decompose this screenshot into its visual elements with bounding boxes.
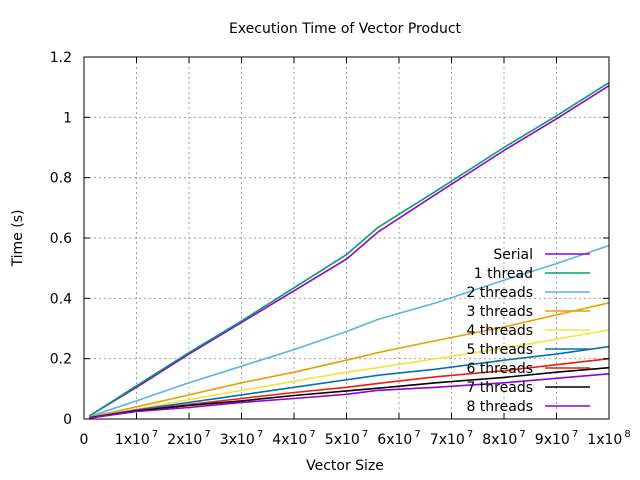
x-tick-label: 1x10 8 — [587, 429, 630, 448]
series-line-0 — [88, 85, 610, 417]
x-tick-label-base: 8x10 — [482, 432, 517, 448]
x-axis-label: Vector Size — [306, 458, 384, 474]
y-tick-label: 1 — [63, 110, 72, 126]
x-tick-label: 1x10 7 — [115, 429, 158, 448]
x-tick-label-base: 0 — [80, 432, 89, 448]
x-tick-label: 2x10 7 — [167, 429, 210, 448]
x-tick-label-exponent: 7 — [572, 429, 578, 440]
x-tick-label-exponent: 7 — [309, 429, 315, 440]
legend-label-5: 5 threads — [466, 342, 533, 358]
y-tick-label: 1.2 — [50, 50, 72, 66]
series-line-8 — [89, 373, 610, 419]
series-line-7 — [89, 366, 610, 419]
x-tick-label-base: 6x10 — [377, 432, 412, 448]
legend-label-7: 7 threads — [466, 380, 533, 396]
x-tick-label-exponent: 7 — [204, 429, 210, 440]
series-line-4 — [89, 329, 610, 419]
y-tick-label: 0.8 — [50, 171, 72, 187]
y-tick-label: 0.2 — [50, 352, 72, 368]
series-line-3 — [89, 302, 610, 418]
legend: Serial 1 thread 2 threads 3 threads 4 thread… — [466, 247, 590, 415]
x-tick-label: 9x10 7 — [535, 429, 578, 448]
legend-label-2: 2 threads — [466, 285, 533, 301]
x-tick-label-exponent: 8 — [624, 429, 630, 440]
legend-label-3: 3 threads — [466, 304, 533, 320]
x-tick-label: 0 — [80, 432, 89, 448]
legend-label-0: Serial — [493, 247, 533, 263]
x-tick-label-base: 9x10 — [535, 432, 570, 448]
x-tick-label-exponent: 7 — [257, 429, 263, 440]
series-lines — [88, 81, 610, 419]
ticks — [83, 56, 610, 420]
x-tick-label-base: 3x10 — [220, 432, 255, 448]
series-line-2 — [89, 244, 610, 418]
grid — [84, 57, 609, 419]
x-tick-label-base: 7x10 — [430, 432, 465, 448]
x-tick-label-exponent: 7 — [362, 429, 368, 440]
legend-label-8: 8 threads — [466, 399, 533, 415]
series-line-5 — [89, 345, 610, 419]
chart-title: Execution Time of Vector Product — [229, 21, 462, 37]
x-tick-label-exponent: 7 — [152, 429, 158, 440]
x-tick-label: 6x10 7 — [377, 429, 420, 448]
x-tick-label: 3x10 7 — [220, 429, 263, 448]
legend-label-6: 6 threads — [466, 361, 533, 377]
y-axis-label: Time (s) — [10, 210, 26, 268]
x-tick-label-base: 2x10 — [167, 432, 202, 448]
x-tick-label: 7x10 7 — [430, 429, 473, 448]
y-tick-label: 0.6 — [50, 231, 72, 247]
x-tick-label-base: 5x10 — [325, 432, 360, 448]
legend-label-4: 4 threads — [466, 323, 533, 339]
x-tick-label-base: 1x10 — [587, 432, 622, 448]
x-tick-label: 5x10 7 — [325, 429, 368, 448]
y-tick-label: 0 — [63, 412, 72, 428]
x-tick-label: 4x10 7 — [272, 429, 315, 448]
legend-label-1: 1 thread — [474, 266, 533, 282]
x-tick-label-base: 4x10 — [272, 432, 307, 448]
x-tick-label: 8x10 7 — [482, 429, 525, 448]
series-line-1 — [88, 81, 610, 417]
y-tick-label: 0.4 — [50, 291, 72, 307]
tick-labels: 00.20.40.60.811.20 1x10 7 2x10 7 3x10 7 4x10 7 5x… — [50, 50, 631, 448]
x-tick-label-exponent: 7 — [414, 429, 420, 440]
x-tick-label-exponent: 7 — [519, 429, 525, 440]
x-tick-label-base: 1x10 — [115, 432, 150, 448]
x-tick-label-exponent: 7 — [467, 429, 473, 440]
